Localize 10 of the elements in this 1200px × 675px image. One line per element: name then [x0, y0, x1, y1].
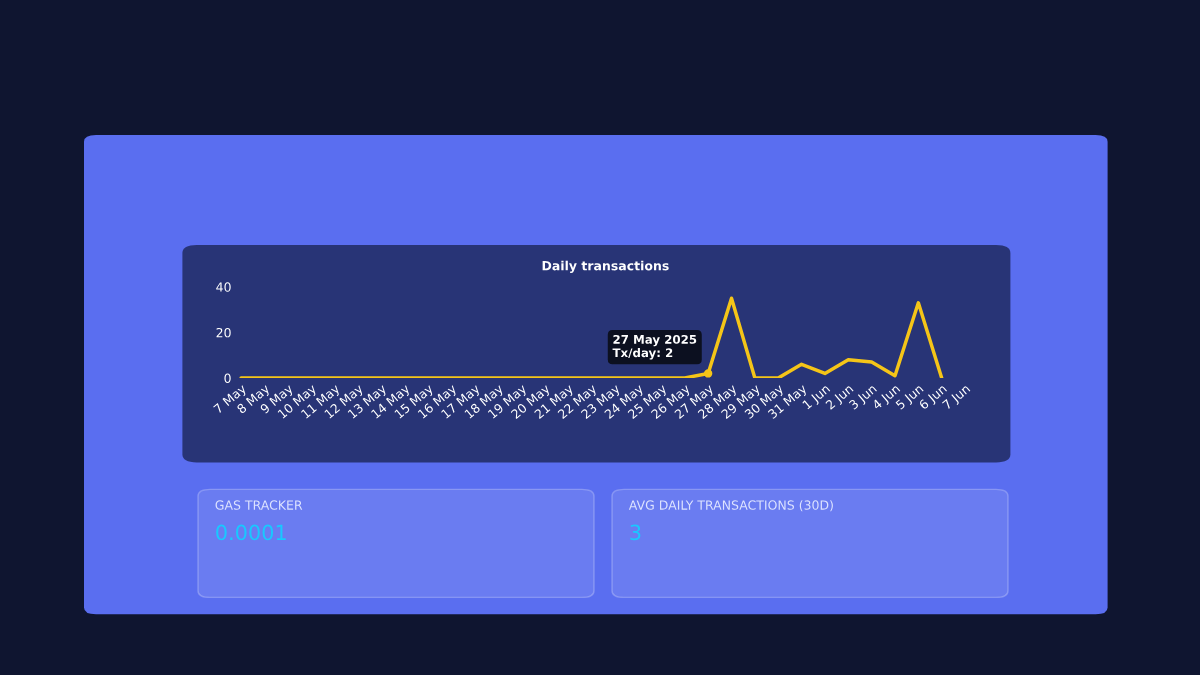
text: GAS TRACKER — [215, 500, 303, 510]
y-tick-label: 0 — [224, 373, 231, 383]
text: 3 — [630, 524, 641, 541]
y-tick-label: 40 — [216, 282, 231, 292]
y-tick-label: 20 — [216, 327, 231, 338]
text: 0.0001 — [216, 524, 286, 541]
annotation: 27 May 2025 Tx/day: 2 — [612, 334, 697, 360]
text: AVG DAILY TRANSACTIONS (30D) — [628, 500, 833, 512]
chart-title: Daily transactions — [542, 260, 669, 273]
line-series — [239, 296, 944, 378]
